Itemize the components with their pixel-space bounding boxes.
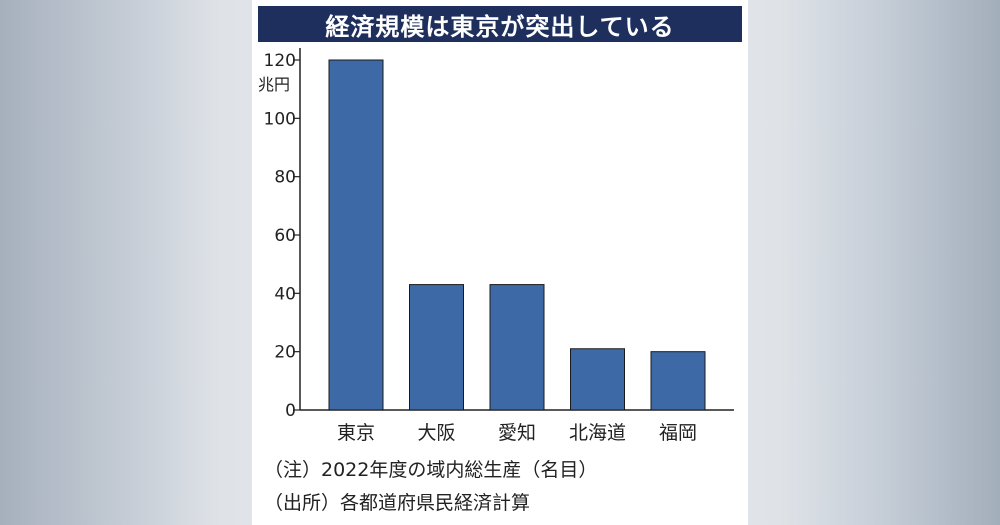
y-tick-label: 40 <box>274 284 296 304</box>
bar <box>489 284 545 411</box>
chart-bars <box>328 59 706 411</box>
y-tick-label: 80 <box>274 168 296 188</box>
bar <box>570 348 625 411</box>
x-category-label: 福岡 <box>659 422 697 444</box>
x-category-label: 北海道 <box>569 422 626 444</box>
bar <box>650 351 706 411</box>
x-category-label: 東京 <box>337 422 375 444</box>
bar-chart: 0 20 40 60 80 100 120 東京 大阪 愛知 北海道 福岡 兆円 <box>258 48 734 444</box>
x-category-label: 愛知 <box>498 422 536 444</box>
x-category-labels: 東京 大阪 愛知 北海道 福岡 <box>337 422 697 444</box>
y-tick-label: 100 <box>264 109 296 129</box>
footnote-source: （出所）各都道府県民経済計算 <box>264 492 531 514</box>
chart-title: 経済規模は東京が突出している <box>325 12 675 41</box>
chart-card: 経済規模は東京が突出している 0 20 40 60 80 100 120 東京 大阪 愛知 北海道… <box>252 0 748 525</box>
bar <box>328 59 384 411</box>
x-category-label: 大阪 <box>417 422 455 444</box>
chart-title-bar: 経済規模は東京が突出している <box>258 6 742 42</box>
bar <box>409 284 464 411</box>
y-unit-label: 兆円 <box>258 75 290 94</box>
footnote-note: （注）2022年度の域内総生産（名目） <box>264 459 598 481</box>
y-tick-label: 0 <box>285 401 296 421</box>
y-tick-label: 120 <box>264 51 296 71</box>
y-tick-label: 60 <box>274 226 296 246</box>
y-tick-labels: 0 20 40 60 80 100 120 <box>264 51 296 421</box>
y-tick-label: 20 <box>274 343 296 363</box>
